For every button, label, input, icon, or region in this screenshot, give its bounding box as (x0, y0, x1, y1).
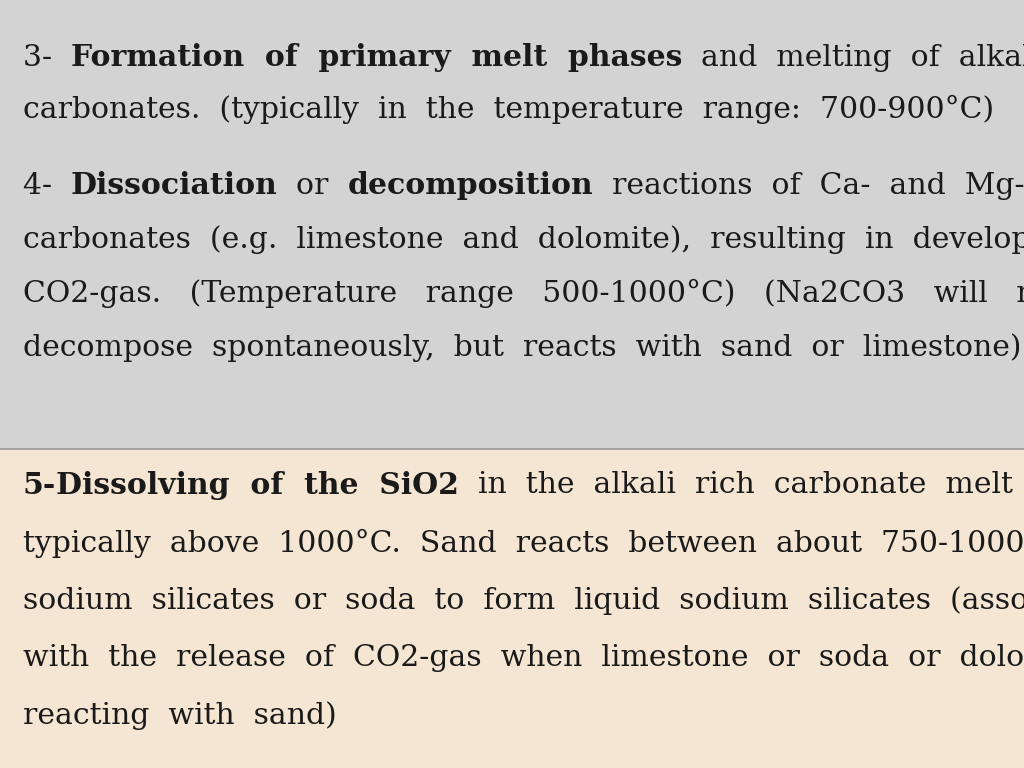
Text: decomposition: decomposition (348, 171, 593, 200)
Text: 5-: 5- (23, 471, 55, 500)
Text: reacting  with  sand): reacting with sand) (23, 701, 336, 730)
Text: sodium  silicates  or  soda  to  form  liquid  sodium  silicates  (associated: sodium silicates or soda to form liquid … (23, 586, 1024, 615)
Text: decompose  spontaneously,  but  reacts  with  sand  or  limestone).: decompose spontaneously, but reacts with… (23, 333, 1024, 362)
Text: 3-: 3- (23, 44, 71, 71)
Text: or: or (278, 172, 348, 200)
Text: Formation  of  primary  melt  phases: Formation of primary melt phases (71, 43, 682, 72)
Text: Dissolving  of  the  SiO2: Dissolving of the SiO2 (55, 471, 459, 500)
Bar (0, 0, 1024, 449)
Text: 4-: 4- (23, 172, 71, 200)
Text: reactions  of  Ca-  and  Mg-  containing: reactions of Ca- and Mg- containing (593, 172, 1024, 200)
Text: and  melting  of  alkali  rich: and melting of alkali rich (682, 44, 1024, 71)
Text: CO2-gas.   (Temperature   range   500-1000°C)   (Na2CO3   will   not: CO2-gas. (Temperature range 500-1000°C) … (23, 279, 1024, 308)
Text: with  the  release  of  CO2-gas  when  limestone  or  soda  or  dolomite  is: with the release of CO2-gas when limesto… (23, 644, 1024, 672)
Text: carbonates  (e.g.  limestone  and  dolomite),  resulting  in  development  of: carbonates (e.g. limestone and dolomite)… (23, 225, 1024, 254)
Bar (0, 449, 1024, 768)
Text: carbonates.  (typically  in  the  temperature  range:  700-900°C): carbonates. (typically in the temperatur… (23, 94, 993, 124)
Text: Dissociation: Dissociation (71, 171, 278, 200)
Text: typically  above  1000°C.  Sand  reacts  between  about  750-1000°C  with: typically above 1000°C. Sand reacts betw… (23, 528, 1024, 558)
Text: in  the  alkali  rich  carbonate  melt  phases,: in the alkali rich carbonate melt phases… (459, 472, 1024, 499)
